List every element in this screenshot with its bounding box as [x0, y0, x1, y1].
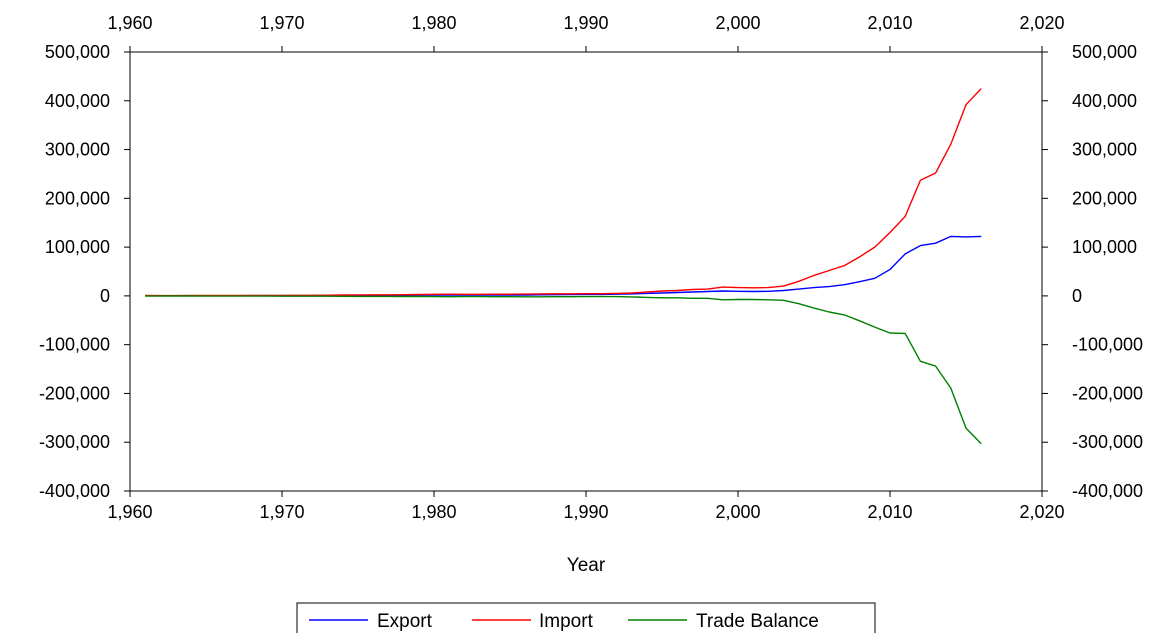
y-tick-label-right: -300,000 [1072, 432, 1143, 452]
y-tick-label-right: 100,000 [1072, 237, 1137, 257]
y-tick-label-left: 0 [100, 286, 110, 306]
legend-label-trade-balance: Trade Balance [696, 611, 819, 632]
y-tick-label-left: -100,000 [39, 335, 110, 355]
series-line-trade-balance [145, 295, 982, 445]
x-tick-label-top: 1,960 [107, 13, 152, 33]
legend-label-import: Import [539, 611, 594, 632]
x-tick-label-bottom: 2,010 [867, 502, 912, 522]
x-tick-label-top: 2,010 [867, 13, 912, 33]
x-tick-label-top: 1,990 [563, 13, 608, 33]
y-tick-label-right: 200,000 [1072, 188, 1137, 208]
axes-layer: 1,960 1,960 1,970 1,970 1,980 1,980 1,990 1,990… [39, 13, 1143, 522]
x-tick-label-bottom: 1,960 [107, 502, 152, 522]
y-tick-label-left: -400,000 [39, 481, 110, 501]
legend-items: Export Import Trade Balance [309, 611, 819, 632]
x-tick-label-top: 2,000 [715, 13, 760, 33]
series-layer [145, 88, 982, 445]
y-tick-label-right: -200,000 [1072, 383, 1143, 403]
x-tick-label-top: 2,020 [1019, 13, 1064, 33]
y-tick-label-left: 200,000 [45, 188, 110, 208]
y-tick-label-left: 300,000 [45, 140, 110, 160]
legend-label-export: Export [377, 611, 433, 632]
x-tick-label-bottom: 1,970 [259, 502, 304, 522]
x-tick-label-bottom: 2,000 [715, 502, 760, 522]
y-tick-label-left: -300,000 [39, 432, 110, 452]
y-tick-label-right: -400,000 [1072, 481, 1143, 501]
x-tick-label-top: 1,980 [411, 13, 456, 33]
y-tick-label-right: 0 [1072, 286, 1082, 306]
x-tick-label-bottom: 1,980 [411, 502, 456, 522]
series-line-import [145, 88, 982, 297]
x-tick-label-bottom: 2,020 [1019, 502, 1064, 522]
x-axis-title: Year [567, 555, 606, 576]
y-tick-label-left: 400,000 [45, 91, 110, 111]
y-tick-label-right: 300,000 [1072, 140, 1137, 160]
legend: Export Import Trade Balance [296, 602, 876, 633]
series-line-export [145, 235, 982, 297]
y-tick-label-left: -200,000 [39, 383, 110, 403]
x-tick-label-bottom: 1,990 [563, 502, 608, 522]
plot-frame [129, 51, 1043, 492]
x-tick-label-top: 1,970 [259, 13, 304, 33]
y-tick-label-right: 400,000 [1072, 91, 1137, 111]
legend-box [296, 602, 876, 633]
y-tick-label-left: 100,000 [45, 237, 110, 257]
y-tick-label-right: 500,000 [1072, 42, 1137, 62]
y-tick-label-left: 500,000 [45, 42, 110, 62]
y-tick-label-right: -100,000 [1072, 335, 1143, 355]
